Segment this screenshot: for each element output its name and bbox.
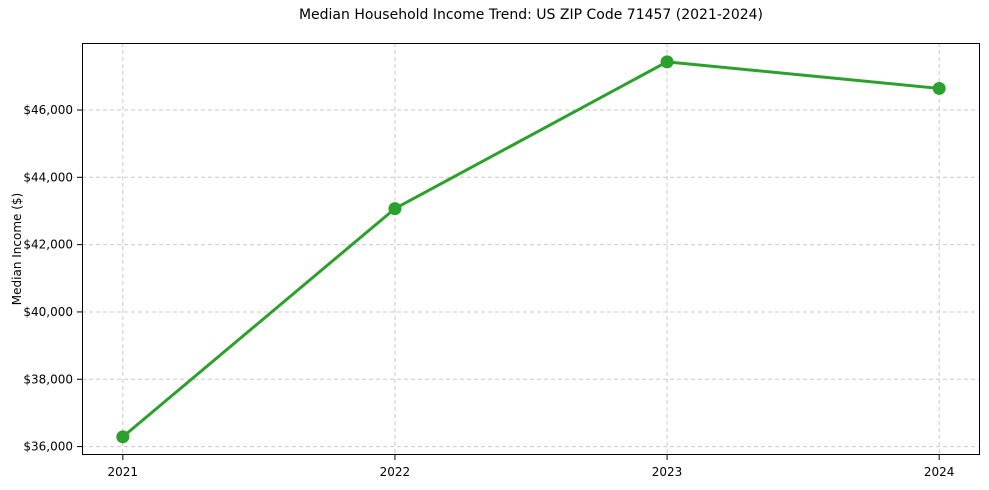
chart-title: Median Household Income Trend: US ZIP Co…	[298, 7, 764, 23]
y-tick-label: $44,000	[23, 170, 73, 184]
x-tick-label: 2021	[108, 465, 139, 479]
y-axis-label: Median Income ($)	[10, 192, 24, 306]
data-point-marker	[116, 430, 130, 444]
y-tick-label: $46,000	[23, 103, 73, 117]
x-tick-label: 2022	[380, 465, 411, 479]
income-trend-line	[121, 60, 941, 439]
axes-border	[82, 43, 980, 455]
data-point-marker	[932, 81, 946, 95]
x-tick-label: 2023	[652, 465, 683, 479]
y-tick-label: $36,000	[23, 440, 73, 454]
y-tick-label: $38,000	[23, 372, 73, 386]
y-tick-label: $40,000	[23, 305, 73, 319]
data-point-marker	[388, 202, 402, 216]
y-tick-label: $42,000	[23, 238, 73, 252]
line-chart-svg: $36,000 $38,000 $40,000 $42,000 $44,000 $46,0…	[23, 43, 980, 479]
x-tick-label: 2024	[924, 465, 955, 479]
plot-area: $36,000 $38,000 $40,000 $42,000 $44,000 $46,0…	[23, 43, 980, 479]
data-point-marker	[660, 55, 674, 69]
